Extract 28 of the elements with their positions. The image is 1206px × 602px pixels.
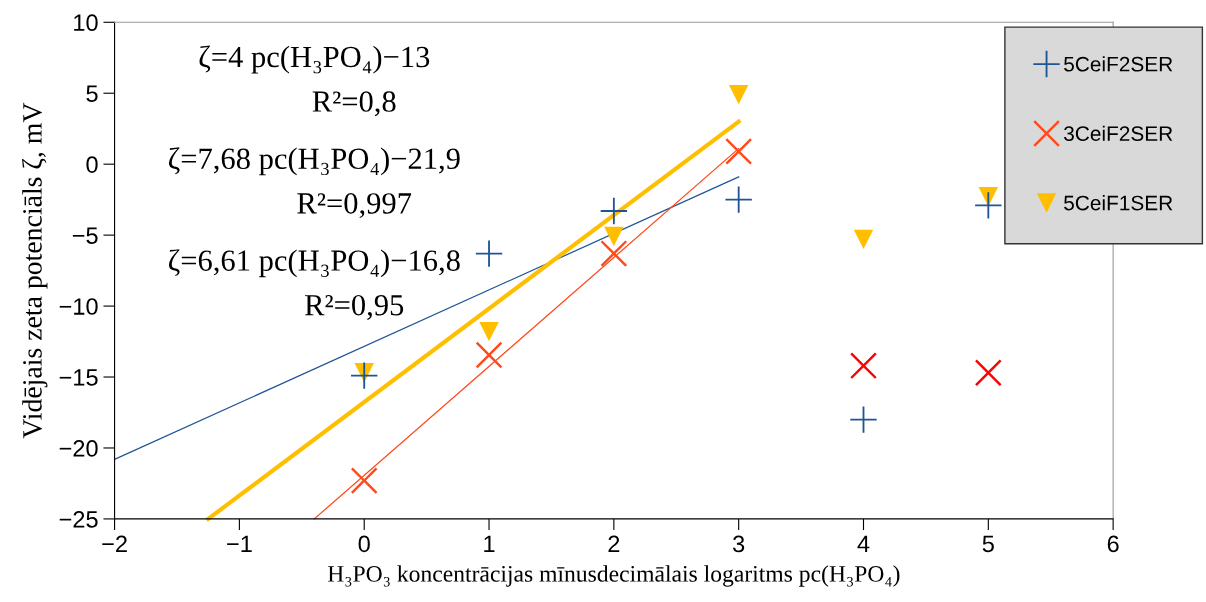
x-tick-label: −1 <box>227 535 252 553</box>
x-tick-label: 1 <box>484 535 495 553</box>
y-tick-label: −20 <box>59 440 98 457</box>
y-tick-label: −25 <box>59 510 98 528</box>
y-tick-label: −10 <box>59 298 98 315</box>
annotation: ζ=6,61 pc(H₃PO₄)−16,8 <box>168 249 460 278</box>
x-tick-label: 5 <box>982 535 994 553</box>
x-tick-label: −2 <box>102 535 127 553</box>
annotation: ζ=4 pc(H₃PO₄)−13 <box>199 45 430 74</box>
annotation: ζ=7,68 pc(H₃PO₄)−21,9 <box>168 147 460 176</box>
legend-label: 5CeiF2SER <box>1064 56 1173 72</box>
y-tick-label: 10 <box>74 14 98 32</box>
y-axis-title: Vidējais zeta potenciāls ζ, mV <box>22 102 48 439</box>
y-tick-label: 5 <box>86 85 98 103</box>
legend-label: 5CeiF1SER <box>1064 195 1173 211</box>
x-tick-label: 4 <box>857 535 870 553</box>
y-tick-label: −15 <box>59 369 98 386</box>
legend-label: 3CeiF2SER <box>1064 125 1173 141</box>
y-tick-label: −5 <box>72 227 98 244</box>
annotation: R²=0,95 <box>304 294 404 320</box>
x-tick-label: 6 <box>1107 535 1119 553</box>
x-tick-label: 3 <box>733 535 745 553</box>
annotation: R²=0,8 <box>312 91 396 117</box>
y-tick-label: 0 <box>86 156 98 173</box>
annotation: R²=0,997 <box>297 193 412 219</box>
x-axis-title: H₃PO₃ koncentrācijas mīnusdecimālais logaritms pc(H₃PO₄) <box>327 565 900 587</box>
x-tick-label: 0 <box>358 535 370 553</box>
x-tick-label: 2 <box>608 535 620 553</box>
